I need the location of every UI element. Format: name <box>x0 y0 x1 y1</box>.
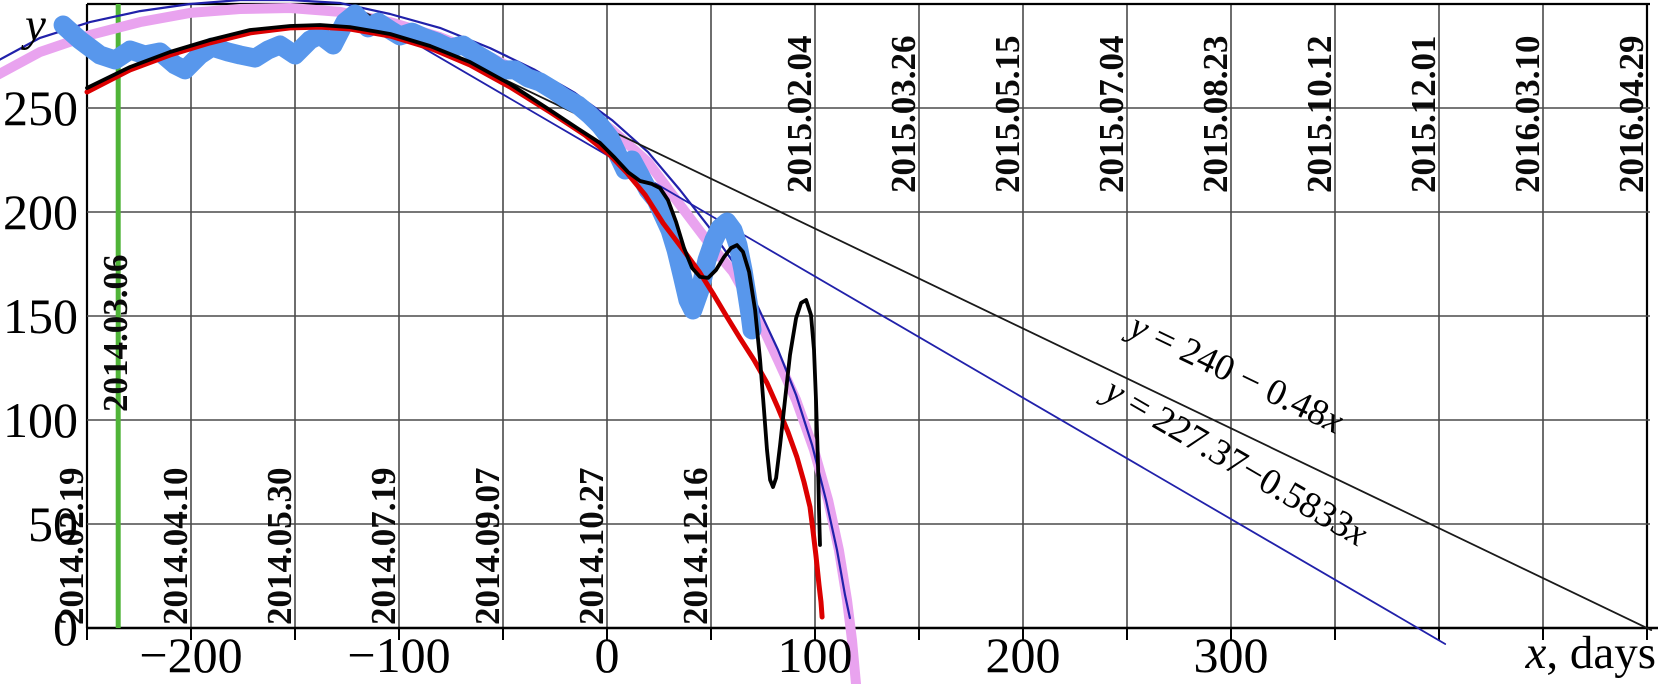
date-label-bottom: 2014.12.16 <box>676 468 715 626</box>
date-label-top: 2015.05.15 <box>988 36 1027 194</box>
date-label-top: 2015.02.04 <box>780 36 819 194</box>
polynomial-fit-curve <box>85 23 822 547</box>
date-label-bottom: 2014.10.27 <box>572 468 611 626</box>
y-tick-label: 50 <box>28 496 78 552</box>
trend-line-2-curve <box>352 6 1447 645</box>
date-label-top: 2015.10.12 <box>1300 36 1339 194</box>
observed-data-curve <box>53 4 762 340</box>
smooth-fit-curve <box>84 24 825 620</box>
date-label-top: 2016.03.10 <box>1508 36 1547 194</box>
equation-label: y = 227.37−0.5833x <box>1094 368 1375 555</box>
date-label-bottom: 2014.09.07 <box>468 468 507 626</box>
y-tick-label: 200 <box>3 184 78 240</box>
date-label-top: 2015.12.01 <box>1404 36 1443 194</box>
x-tick-label: −100 <box>347 627 450 683</box>
date-label-top: 2015.07.04 <box>1092 36 1131 194</box>
x-tick-label: 300 <box>1194 627 1269 683</box>
y-tick-label: 100 <box>3 392 78 448</box>
x-tick-label: 100 <box>778 627 853 683</box>
date-label-bottom: 2014.07.19 <box>364 468 403 626</box>
date-label-top: 2016.04.29 <box>1612 36 1651 194</box>
x-tick-label: 200 <box>986 627 1061 683</box>
x-axis-title: x, days <box>1524 627 1656 679</box>
date-label-bottom: 2014.05.30 <box>260 468 299 626</box>
date-label-top: 2015.03.26 <box>884 36 923 194</box>
date-label-bottom: 2014.02.19 <box>52 468 91 626</box>
y-tick-label: 150 <box>3 288 78 344</box>
date-label-top: 2015.08.23 <box>1196 36 1235 194</box>
y-tick-label: 0 <box>53 600 78 656</box>
x-tick-label: 0 <box>595 627 620 683</box>
y-axis-title: y <box>21 0 46 51</box>
y-tick-label: 250 <box>3 80 78 136</box>
date-label-bottom: 2014.04.10 <box>156 468 195 626</box>
event-marker-label: 2014.03.06 <box>96 254 135 412</box>
x-tick-label: −200 <box>139 627 242 683</box>
